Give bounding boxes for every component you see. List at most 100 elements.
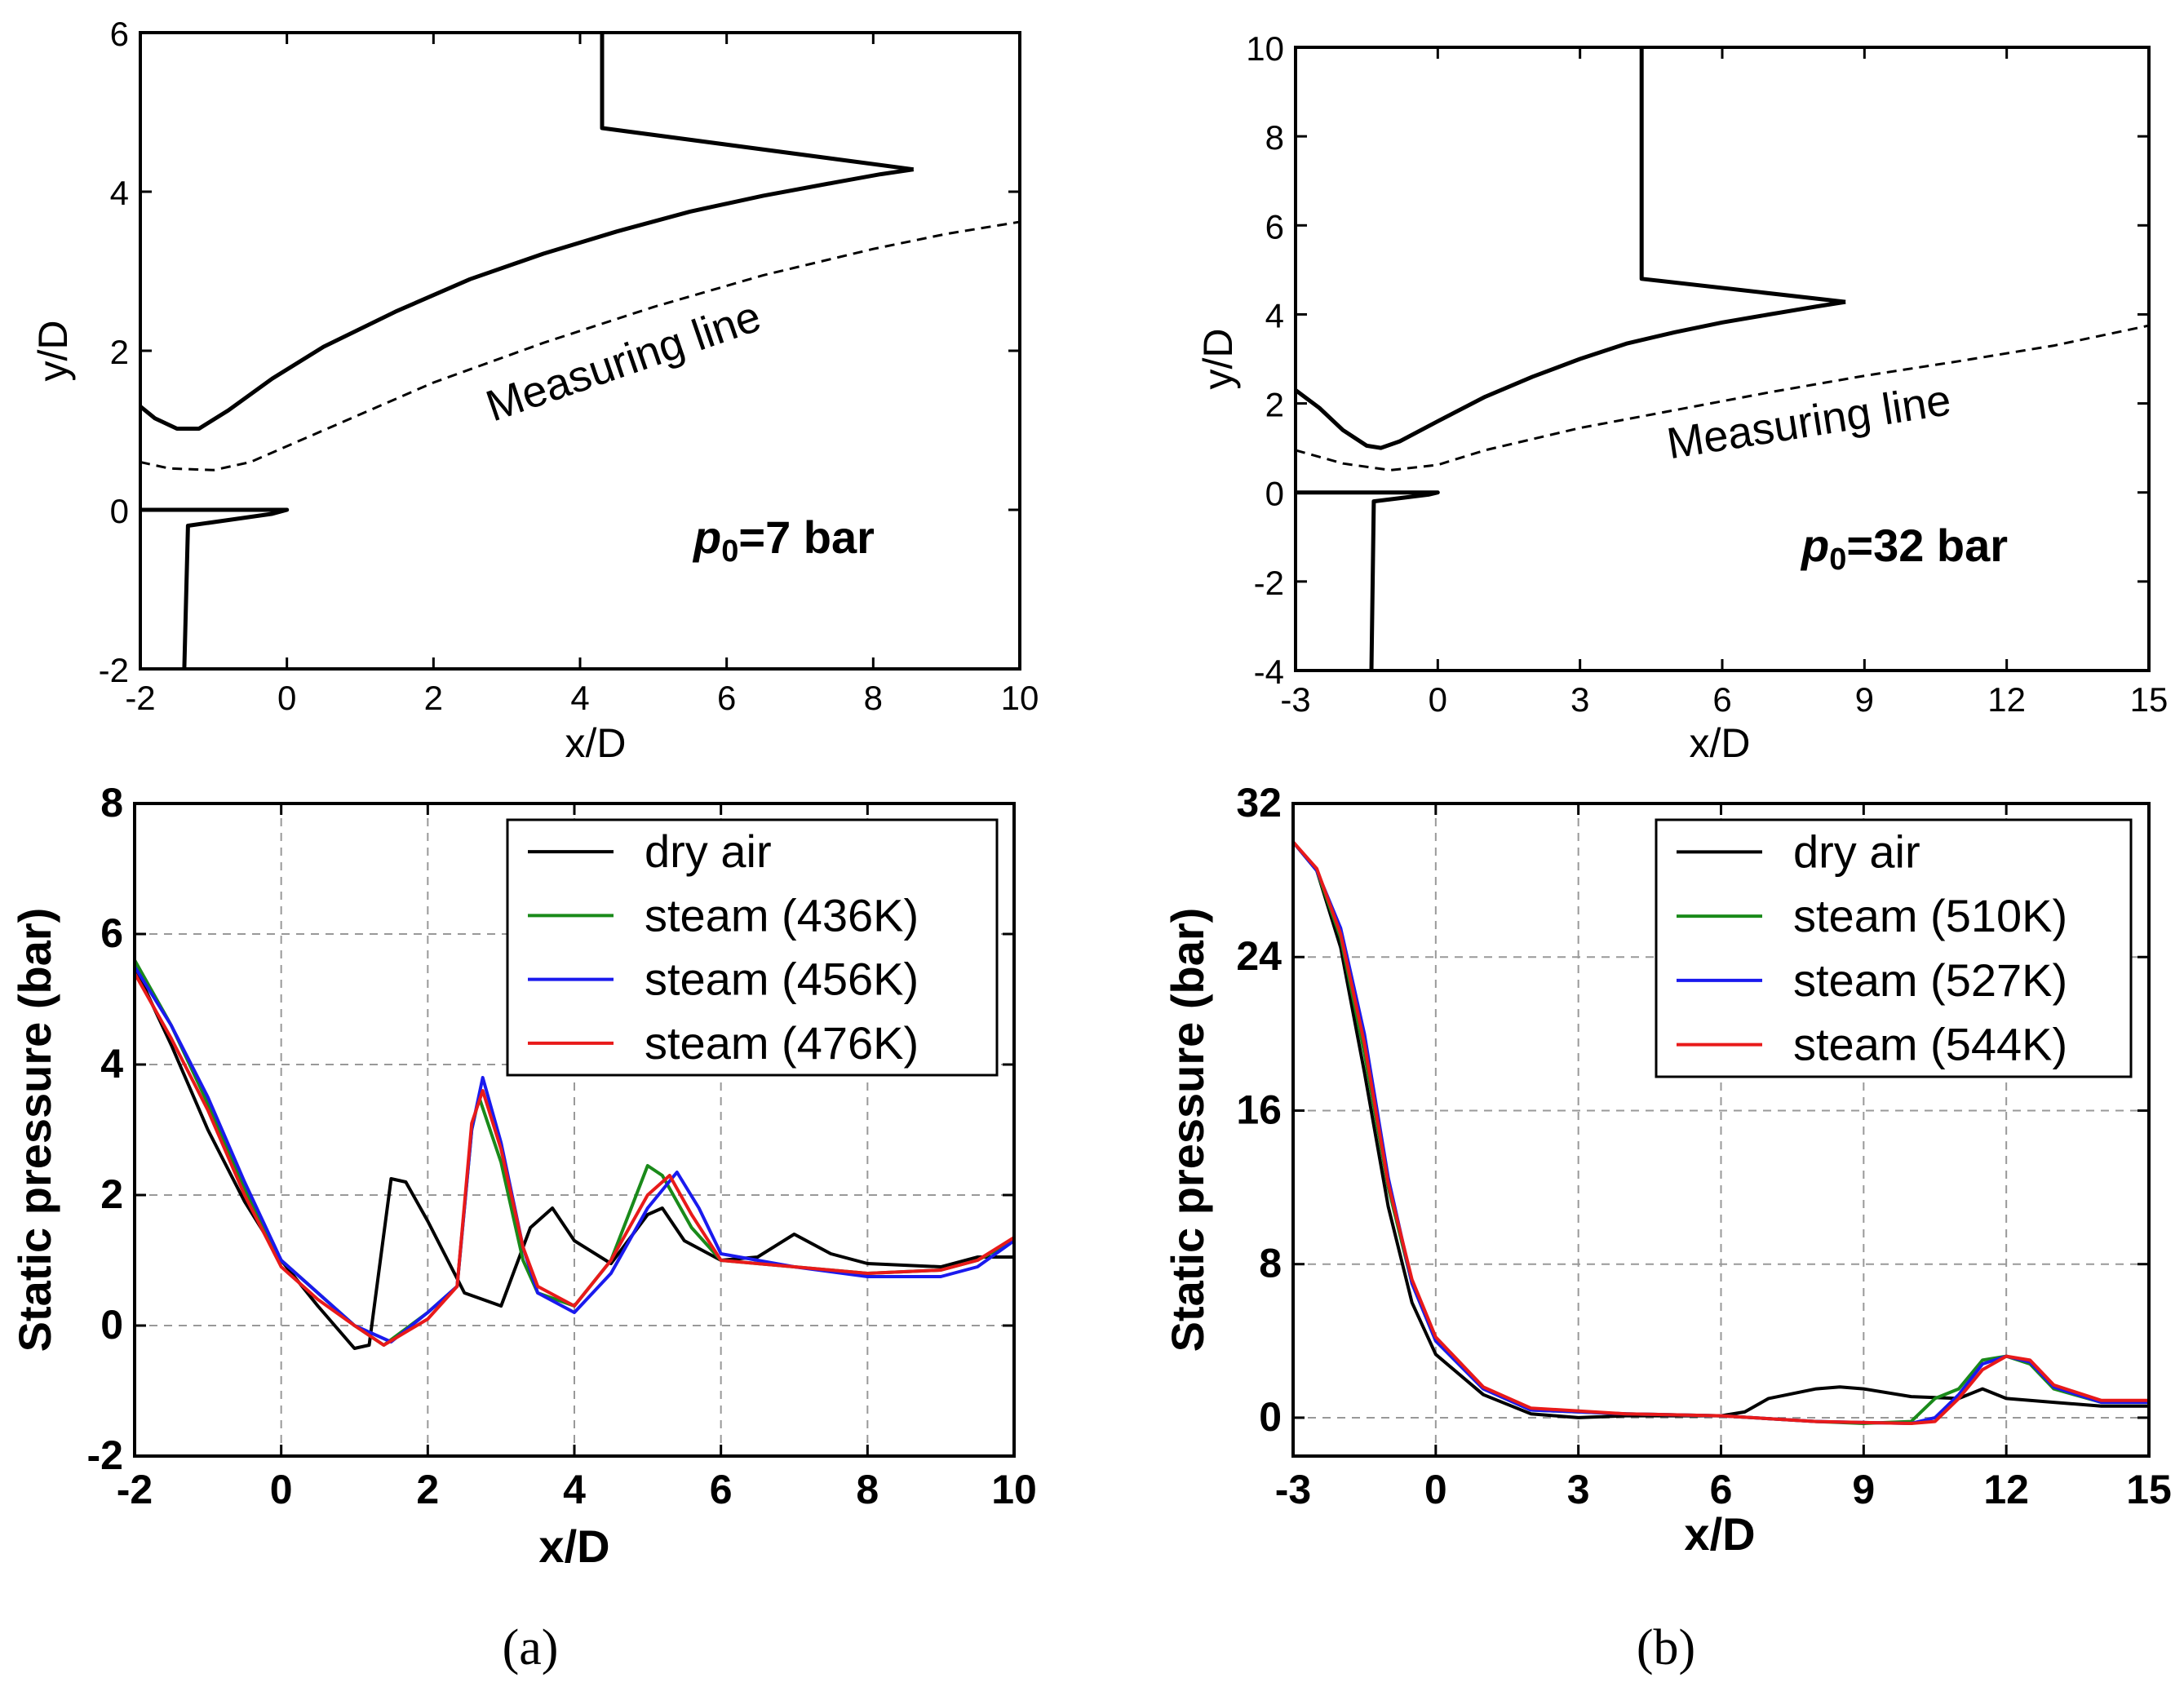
y-tick-label: 32: [1236, 780, 1282, 826]
legend-label: steam (476K): [645, 1017, 919, 1069]
y-tick-label: 4: [100, 1041, 123, 1087]
x-tick-label: 3: [1567, 1467, 1590, 1512]
legend-label: steam (436K): [645, 889, 919, 941]
x-axis-label: x/D: [1684, 1508, 1755, 1560]
x-tick-label: 12: [1983, 1467, 2029, 1512]
x-tick-label: 9: [1852, 1467, 1875, 1512]
plot-frame: [139, 31, 1021, 671]
panel-b-top-chart: -3 0 3 6 9 12 15 -4 -2 0 2 4 6 8 10 x/D y/D Measuring lin…: [1195, 29, 2168, 766]
y-tick-label: 8: [1259, 1241, 1282, 1286]
x-tick-label: 2: [424, 679, 443, 717]
x-tick-label: -2: [125, 679, 155, 717]
y-tick-label: -2: [87, 1432, 123, 1478]
series-group: [1293, 840, 2149, 1425]
caption-a: (a): [503, 1620, 559, 1676]
y-tick-label: 0: [1265, 475, 1284, 513]
measuring-line-label: Measuring line: [480, 291, 767, 431]
x-tick-label: 10: [1001, 679, 1039, 717]
x-tick-label: 15: [2130, 680, 2168, 719]
legend-label: dry air: [645, 826, 772, 877]
pressure-subscript: 0: [1829, 542, 1846, 577]
legend-label: steam (510K): [1793, 890, 2067, 941]
x-axis-label: x/D: [565, 720, 627, 766]
x-tick-label: 4: [570, 679, 589, 717]
panel-a-bottom-chart: -2 0 2 4 6 8 10 -2 0 2 4 6 8 x/D Static pressure (bar)…: [9, 780, 1037, 1572]
y-tick-label: -2: [99, 651, 129, 689]
x-axis-label: x/D: [538, 1521, 609, 1572]
panel-b-bottom-chart: -3 0 3 6 9 12 15 0 8 16 24 32 x/D Static pressure (ba…: [1162, 780, 2172, 1560]
y-tick-label: 8: [1265, 118, 1284, 157]
series-line-jet-boundary: [140, 167, 915, 431]
y-tick-label: 4: [110, 174, 129, 212]
x-tick-label: 0: [270, 1467, 293, 1512]
measuring-line-label: Measuring line: [1663, 375, 1954, 468]
caption-b: (b): [1637, 1620, 1695, 1676]
y-tick-label: 0: [110, 492, 129, 530]
x-tick-label: 10: [991, 1467, 1037, 1512]
x-tick-label: -3: [1275, 1467, 1311, 1512]
y-tick-label: 2: [1265, 386, 1284, 424]
series-group: [1296, 47, 2149, 671]
pressure-symbol: p: [692, 511, 721, 563]
x-tick-label: 15: [2126, 1467, 2172, 1512]
y-tick-label: 6: [100, 910, 123, 956]
y-tick-label: 6: [1265, 207, 1284, 246]
y-tick-label: 4: [1265, 296, 1284, 334]
series-line-measuring-line: [1296, 324, 2149, 471]
legend-label: steam (544K): [1793, 1019, 2067, 1070]
pressure-value: =7 bar: [738, 511, 875, 563]
x-tick-label: -2: [117, 1467, 153, 1512]
x-tick-label: 0: [1424, 1467, 1447, 1512]
series-line-steam-476k-: [135, 972, 1014, 1347]
x-tick-label: -3: [1280, 680, 1310, 719]
plot-frame: [1294, 46, 2151, 672]
series-group: [140, 33, 1020, 669]
y-tick-label: 10: [1246, 29, 1284, 68]
y-tick-label: 24: [1236, 933, 1282, 979]
y-tick-label: 6: [110, 15, 129, 53]
y-axis-label: y/D: [1195, 329, 1241, 390]
y-tick-label: -2: [1254, 564, 1284, 602]
series-line-dry-air: [1293, 840, 2149, 1419]
y-tick-label: 2: [110, 333, 129, 371]
x-tick-label: 2: [416, 1467, 439, 1512]
plot-frame: [133, 802, 1016, 1458]
x-tick-label: 6: [1710, 1467, 1733, 1512]
y-tick-label: 2: [100, 1171, 123, 1217]
y-tick-label: 0: [100, 1302, 123, 1348]
legend-label: steam (527K): [1793, 954, 2067, 1006]
series-line-nozzle-wall: [1296, 490, 1440, 671]
y-tick-label: 0: [1259, 1394, 1282, 1440]
legend-box: [506, 818, 999, 1077]
y-tick-label: 8: [100, 780, 123, 826]
plot-frame: [1291, 802, 2151, 1458]
x-tick-label: 8: [856, 1467, 879, 1512]
x-tick-label: 9: [1855, 680, 1874, 719]
series-line-shock-outline: [1639, 47, 1846, 304]
legend-box: [1655, 818, 2133, 1078]
pressure-label: p0=7 bar: [692, 511, 875, 569]
x-tick-label: 8: [864, 679, 883, 717]
legend-label: steam (456K): [645, 954, 919, 1005]
series-line-shock-outline: [600, 33, 915, 172]
x-tick-label: 0: [277, 679, 296, 717]
y-axis-label: Static pressure (bar): [1162, 908, 1213, 1352]
pressure-value: =32 bar: [1846, 520, 2008, 571]
x-tick-label: 0: [1429, 680, 1447, 719]
pressure-subscript: 0: [721, 534, 738, 569]
legend-label: dry air: [1793, 826, 1920, 877]
x-tick-label: 6: [717, 679, 736, 717]
y-axis-label: y/D: [30, 321, 76, 382]
y-tick-label: 16: [1236, 1087, 1282, 1132]
y-axis-label: Static pressure (bar): [9, 908, 60, 1352]
x-tick-label: 12: [1987, 680, 2026, 719]
y-tick-label: -4: [1254, 653, 1284, 691]
series-line-nozzle-wall: [140, 507, 290, 669]
pressure-label: p0=32 bar: [1800, 520, 2008, 577]
pressure-symbol: p: [1800, 520, 1829, 571]
x-tick-label: 3: [1570, 680, 1589, 719]
x-axis-label: x/D: [1690, 720, 1751, 766]
x-tick-label: 6: [710, 1467, 733, 1512]
series-line-measuring-line: [140, 220, 1020, 471]
